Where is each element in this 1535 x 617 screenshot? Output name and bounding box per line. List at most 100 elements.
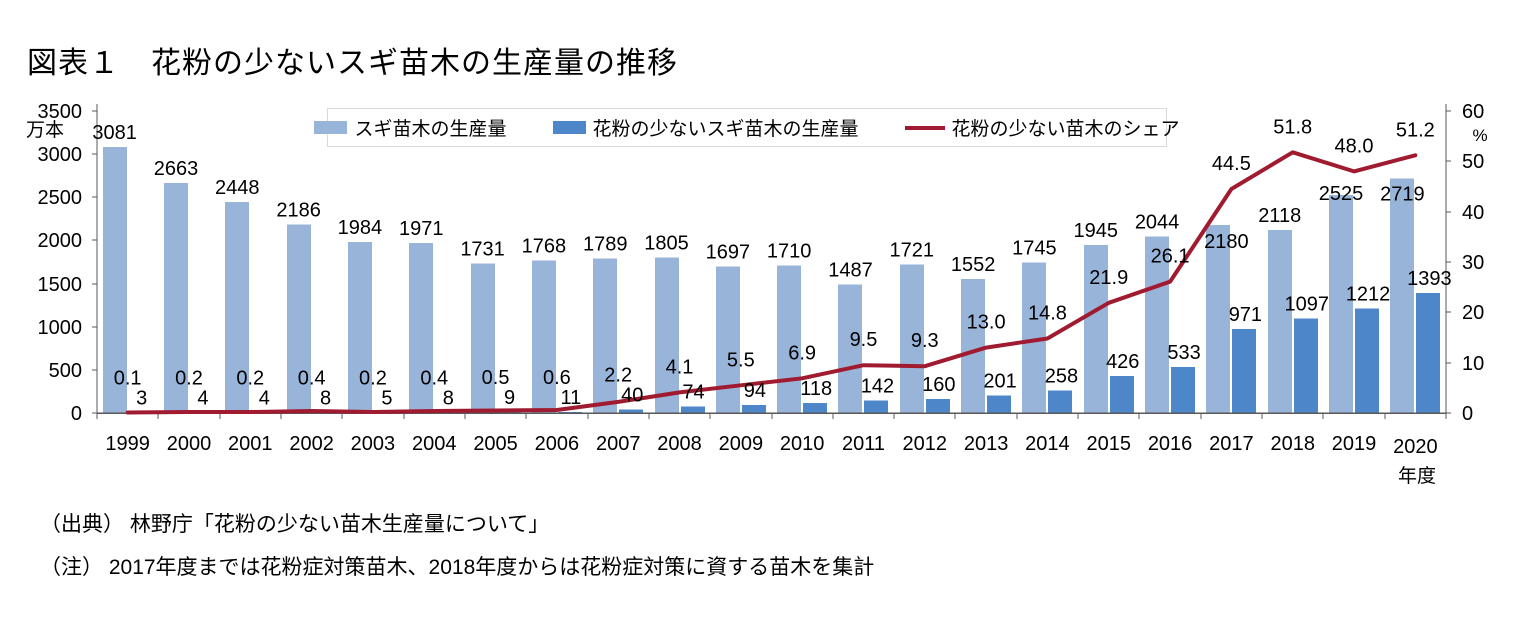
share-label: 0.2 [236,368,264,390]
bar-label-low-pollen: 9 [504,387,515,409]
bar-sugi-2010 [777,265,801,413]
x-axis-label: 2000 [167,433,212,455]
bar-sugi-2017 [1206,224,1230,413]
bar-label-sugi: 1768 [522,235,567,257]
bar-label-low-pollen: 74 [682,382,704,404]
share-label: 48.0 [1335,135,1374,157]
left-axis-tick-label: 3500 [38,101,83,123]
bar-label-low-pollen: 533 [1167,342,1200,364]
bar-label-sugi: 2186 [276,199,321,221]
x-axis-label: 2007 [596,433,641,455]
legend-swatch-low-pollen-icon [552,121,586,134]
bar-label-sugi: 2719 [1380,183,1425,205]
left-axis-tick-label: 1500 [38,274,83,296]
bar-low-pollen-2008 [681,406,705,413]
bar-low-pollen-2015 [1110,376,1134,413]
bar-label-low-pollen: 4 [197,388,208,410]
left-axis-tick-label: 3000 [38,144,83,166]
share-label: 5.5 [727,349,755,371]
bar-sugi-2006 [532,260,556,413]
bar-low-pollen-2017 [1232,329,1256,413]
bar-sugi-2005 [471,263,495,413]
x-axis-label: 2001 [228,433,273,455]
x-axis-unit-label: 年度 [1398,465,1436,487]
bar-sugi-2016 [1145,236,1169,413]
left-axis-tick-label: 0 [71,403,82,425]
bar-sugi-2001 [225,201,249,413]
bar-sugi-2019 [1329,195,1353,413]
bar-label-low-pollen: 4 [259,388,270,410]
share-label: 6.9 [788,342,816,364]
bar-label-sugi: 1805 [644,232,689,254]
bar-sugi-2018 [1268,230,1292,413]
bar-label-low-pollen: 1393 [1407,268,1452,290]
bar-label-low-pollen: 94 [744,380,766,402]
share-label: 51.8 [1273,116,1312,138]
bar-sugi-2009 [716,266,740,413]
chart-legend: スギ苗木の生産量 花粉の少ないスギ苗木の生産量 花粉の少ない苗木のシェア [314,108,1180,147]
footnote: （注） 2017年度までは花粉症対策苗木、2018年度からは花粉症対策に資する苗… [40,556,875,579]
legend-label-sugi: スギ苗木の生産量 [354,119,507,140]
bar-label-low-pollen: 40 [621,385,643,407]
bar-sugi-1999 [103,147,127,413]
bar-label-sugi: 1552 [951,254,996,276]
bar-sugi-2002 [287,224,311,413]
x-axis-label: 2002 [289,433,334,455]
x-axis-label: 1999 [105,433,150,455]
bar-label-low-pollen: 160 [922,374,955,396]
right-axis-tick-label: 40 [1462,202,1484,224]
legend-item-low-pollen: 花粉の少ないスギ苗木の生産量 [552,114,859,141]
x-axis-label: 2016 [1148,433,1193,455]
bar-label-sugi: 2180 [1204,231,1249,253]
bar-label-low-pollen: 971 [1229,304,1262,326]
bar-low-pollen-2007 [619,409,643,413]
x-axis-label: 2020 [1393,436,1438,458]
share-label: 44.5 [1212,153,1251,175]
bar-low-pollen-2013 [987,395,1011,413]
bar-label-sugi: 1710 [767,240,812,262]
bar-label-sugi: 1971 [399,218,444,240]
x-axis-label: 2009 [719,433,764,455]
bar-label-sugi: 1984 [338,217,383,239]
left-axis-unit-label: 万本 [26,119,64,141]
right-axis-tick-label: 10 [1462,353,1484,375]
bar-label-low-pollen: 1097 [1284,293,1329,315]
share-label: 0.5 [482,367,510,389]
bar-label-sugi: 1945 [1074,220,1119,242]
x-axis-label: 2004 [412,433,457,455]
share-label: 0.2 [175,368,203,390]
share-label: 0.4 [420,367,448,389]
bar-label-sugi: 3081 [92,122,137,144]
bar-label-sugi: 1721 [890,240,935,262]
bar-sugi-2012 [900,264,924,413]
bar-sugi-2007 [593,258,617,413]
legend-item-share: 花粉の少ない苗木のシェア [904,114,1180,141]
bar-label-sugi: 1789 [583,234,628,256]
bar-sugi-2004 [409,242,433,413]
right-axis-tick-label: 30 [1462,252,1484,274]
x-axis-label: 2013 [964,433,1009,455]
bar-label-low-pollen: 8 [320,387,331,409]
right-axis-unit-label: % [1472,126,1487,145]
bar-low-pollen-2014 [1048,390,1072,413]
bar-sugi-2008 [655,257,679,413]
share-label: 0.4 [298,367,326,389]
bar-low-pollen-2011 [864,400,888,413]
bar-label-low-pollen: 3 [136,388,147,410]
bar-label-low-pollen: 1212 [1346,283,1391,305]
bar-label-sugi: 1731 [460,239,505,261]
bar-label-sugi: 1697 [706,242,751,264]
bar-label-low-pollen: 8 [443,387,454,409]
bar-label-sugi: 2044 [1135,212,1180,234]
share-label: 26.1 [1151,246,1190,268]
right-axis-tick-label: 20 [1462,302,1484,324]
share-label: 21.9 [1089,267,1128,289]
x-axis-label: 2012 [903,433,948,455]
bar-label-low-pollen: 5 [381,388,392,410]
bar-label-sugi: 2448 [215,177,260,199]
share-label: 0.2 [359,368,387,390]
bar-label-sugi: 2663 [154,158,199,180]
share-label: 9.3 [911,330,939,352]
bar-sugi-2020 [1390,178,1414,413]
